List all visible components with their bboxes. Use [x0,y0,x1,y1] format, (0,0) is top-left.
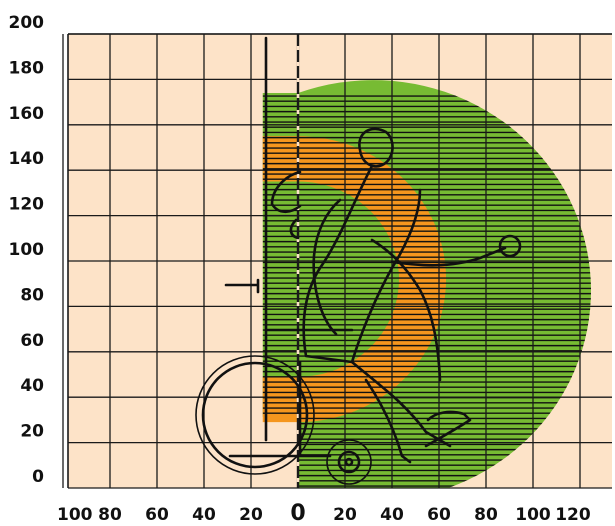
y-tick-label: 60 [20,331,44,351]
axle [344,457,354,467]
y-tick-label: 200 [9,13,45,33]
hand [498,234,522,258]
seated-person-figure [195,36,522,485]
large-wheel-rim [195,355,315,475]
x-tick-label: 40 [380,505,404,525]
y-axis-tick-labels: 0 20 40 60 80 100 120 140 160 180 200 [9,13,45,487]
y-tick-label: 120 [9,195,45,215]
x-tick-label: 60 [145,505,169,525]
x-tick-label: 60 [427,505,451,525]
x-tick-label: 40 [192,505,216,525]
y-tick-label: 100 [9,240,45,260]
lower-leg [364,378,412,464]
x-tick-label: 100 [57,505,93,525]
y-tick-label: 80 [20,285,44,305]
small-wheel-hub [337,450,361,474]
y-tick-label: 20 [20,422,44,442]
grid [62,33,612,489]
chair-frame [224,278,354,458]
x-tick-label: 20 [333,505,357,525]
leg [350,360,472,448]
x-tick-label: 0 [290,501,305,526]
torso [302,164,422,364]
x-axis-tick-labels: 100 80 60 40 20 0 20 40 60 80 100 120 [57,501,591,526]
x-tick-label: 80 [474,505,498,525]
head [358,127,394,168]
y-tick-label: 180 [9,58,45,78]
y-tick-label: 40 [20,376,44,396]
y-tick-label: 160 [9,104,45,124]
large-wheel [201,361,309,469]
small-wheel [326,439,372,485]
y-tick-label: 0 [32,467,44,487]
y-tick-label: 140 [9,149,45,169]
x-tick-label: 120 [555,505,591,525]
body-outline [270,170,342,336]
x-tick-label: 80 [98,505,122,525]
x-tick-label: 20 [239,505,263,525]
arm-down [370,238,442,382]
x-tick-label: 100 [515,505,551,525]
